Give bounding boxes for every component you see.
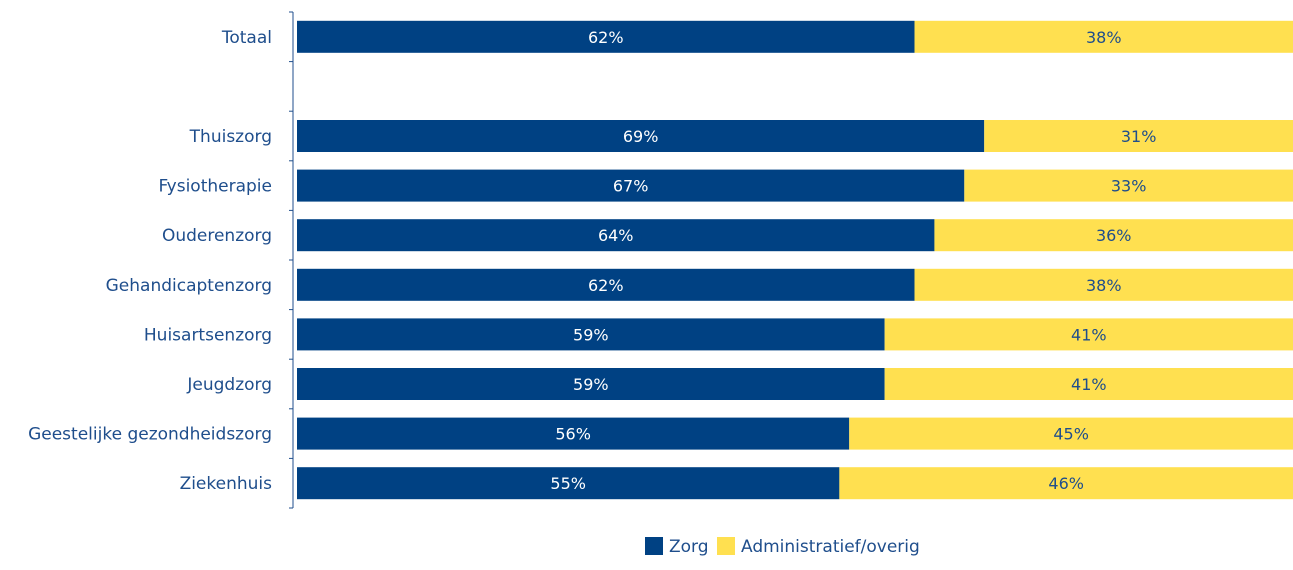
bar-administratief xyxy=(984,120,1293,152)
bar-administratief xyxy=(839,467,1293,500)
category-label: Geestelijke gezondheidszorg xyxy=(28,425,272,445)
bar-administratief xyxy=(849,417,1293,450)
bar-zorg xyxy=(297,219,935,252)
data-label-zorg: 62% xyxy=(588,276,624,295)
category-label: Totaal xyxy=(221,28,272,48)
bar-zorg xyxy=(297,368,885,400)
bar-zorg xyxy=(297,169,965,202)
category-label: Ziekenhuis xyxy=(180,474,273,494)
category-label: Jeugdzorg xyxy=(186,375,272,395)
data-label-administratief: 46% xyxy=(1048,474,1084,493)
data-label-administratief: 41% xyxy=(1071,325,1107,344)
legend-label-administratief: Administratief/overig xyxy=(741,537,920,557)
bar-administratief xyxy=(914,20,1293,53)
bar-zorg xyxy=(297,467,840,500)
bar-administratief xyxy=(884,318,1293,351)
category-axis xyxy=(289,11,294,509)
legend: Zorg Administratief/overig xyxy=(645,537,920,557)
bar-zorg xyxy=(297,20,915,53)
data-label-administratief: 31% xyxy=(1121,127,1157,146)
bars: 62% 38% 69% 31% 67% 33% 64% 36% 62% 38% 59% 41% 59% 4… xyxy=(297,20,1293,500)
data-label-zorg: 62% xyxy=(588,28,624,47)
category-label: Thuiszorg xyxy=(189,127,272,147)
category-label: Huisartsenzorg xyxy=(144,325,272,345)
data-label-zorg: 59% xyxy=(573,325,609,344)
category-label: Gehandicaptenzorg xyxy=(106,276,272,296)
bar-administratief xyxy=(914,268,1293,301)
data-label-administratief: 36% xyxy=(1096,226,1132,245)
data-label-zorg: 67% xyxy=(613,177,649,196)
data-label-administratief: 33% xyxy=(1111,177,1147,196)
bar-administratief xyxy=(964,169,1293,202)
data-label-zorg: 59% xyxy=(573,375,609,394)
bar-zorg xyxy=(297,268,915,301)
category-labels: Totaal Thuiszorg Fysiotherapie Ouderenzorg G… xyxy=(28,28,272,494)
data-label-zorg: 56% xyxy=(555,425,591,444)
data-label-zorg: 64% xyxy=(598,226,634,245)
data-label-administratief: 38% xyxy=(1086,276,1122,295)
bar-zorg xyxy=(297,417,850,450)
bar-administratief xyxy=(884,368,1293,400)
category-label: Ouderenzorg xyxy=(162,226,272,246)
legend-label-zorg: Zorg xyxy=(669,537,709,557)
data-label-zorg: 55% xyxy=(550,474,586,493)
data-label-zorg: 69% xyxy=(623,127,659,146)
legend-swatch-zorg xyxy=(645,537,663,555)
data-label-administratief: 38% xyxy=(1086,28,1122,47)
category-label: Fysiotherapie xyxy=(158,177,272,197)
bar-zorg xyxy=(297,120,985,152)
data-label-administratief: 41% xyxy=(1071,375,1107,394)
data-label-administratief: 45% xyxy=(1053,425,1089,444)
legend-swatch-administratief xyxy=(717,537,735,555)
bar-zorg xyxy=(297,318,885,351)
bar-administratief xyxy=(934,219,1293,252)
